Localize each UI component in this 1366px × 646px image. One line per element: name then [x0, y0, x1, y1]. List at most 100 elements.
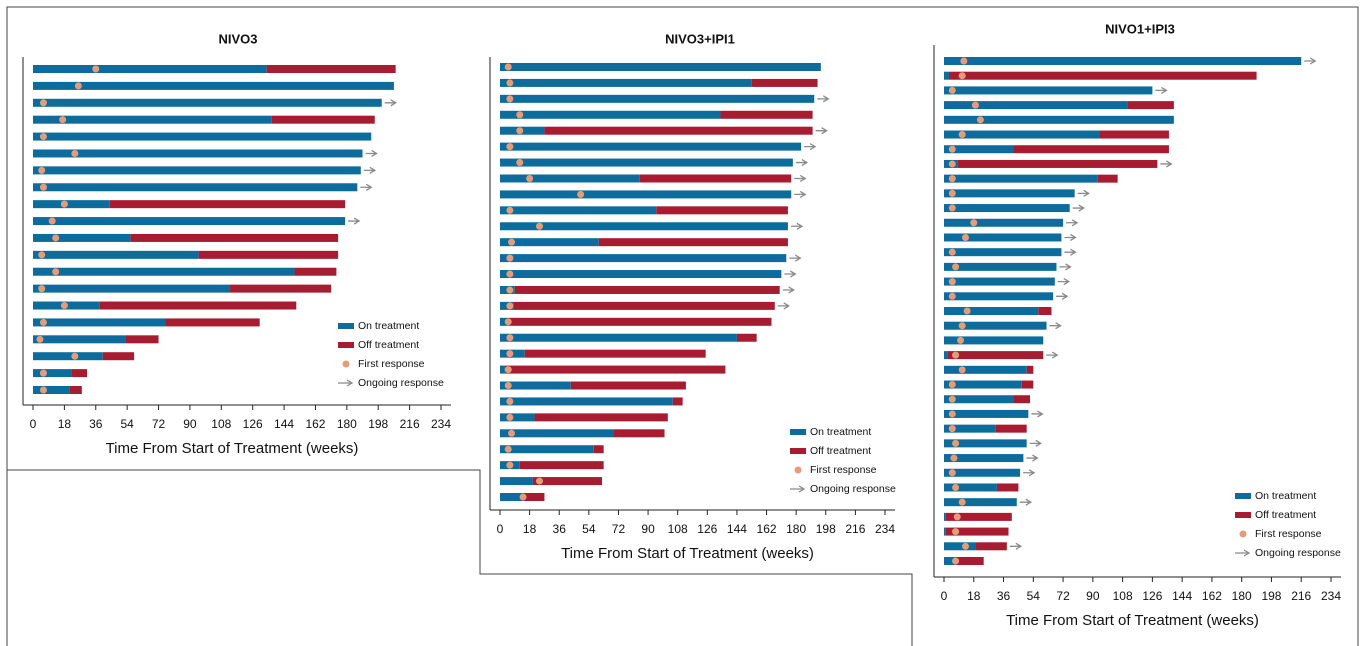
x-tick-label: 126 [697, 522, 717, 536]
first-response [504, 382, 512, 390]
legend-swatch [1235, 549, 1251, 557]
ongoing-response-arrow [1019, 498, 1033, 506]
on-treatment-bar [944, 498, 1017, 507]
first-response [506, 270, 514, 278]
first-response [952, 528, 960, 536]
legend-label: On treatment [810, 426, 871, 438]
ongoing-response-arrow [777, 302, 791, 310]
on-treatment-bar [944, 380, 1022, 389]
on-treatment-bar [944, 86, 1153, 95]
legend-label: Off treatment [1255, 509, 1316, 521]
first-response [59, 116, 67, 124]
on-treatment-bar [33, 149, 363, 158]
x-tick-label: 198 [368, 417, 388, 431]
off-treatment-bar [1097, 174, 1118, 183]
x-tick-label: 72 [612, 522, 626, 536]
off-treatment-bar [945, 527, 1009, 536]
first-response [506, 350, 514, 358]
legend-label: On treatment [358, 320, 419, 332]
off-treatment-bar [945, 512, 1012, 521]
on-treatment-bar [944, 409, 1029, 418]
first-response [74, 82, 82, 90]
on-treatment-bar [33, 65, 267, 73]
legend-label: On treatment [1255, 490, 1316, 502]
on-treatment-bar [944, 512, 946, 521]
on-treatment-bar [500, 333, 737, 342]
x-tick-label: 90 [1086, 589, 1100, 603]
first-response [92, 65, 100, 73]
chart-title: NIVO3 [218, 31, 257, 46]
legend-label: Ongoing response [1255, 547, 1341, 559]
ongoing-response-arrow [1029, 439, 1042, 447]
x-tick-label: 144 [274, 417, 294, 431]
first-response [958, 498, 966, 506]
on-treatment-bar [944, 130, 1100, 139]
ongoing-response-arrow [784, 270, 797, 278]
legend-swatch [1239, 530, 1247, 538]
ongoing-response-arrow [1023, 469, 1036, 477]
first-response [516, 111, 524, 119]
first-response [953, 513, 961, 521]
x-axis-label: Time From Start of Treatment (weeks) [106, 440, 359, 457]
first-response [504, 318, 512, 326]
x-tick-label: 162 [757, 522, 777, 536]
x-tick-label: 90 [641, 522, 655, 536]
first-response [506, 286, 514, 294]
first-response [508, 238, 516, 246]
on-treatment-bar [944, 395, 1014, 404]
off-treatment-bar [519, 461, 604, 470]
legend-swatch [794, 466, 802, 474]
on-treatment-bar [33, 352, 103, 361]
off-treatment-bar [508, 317, 772, 326]
first-response [71, 149, 79, 157]
first-response [504, 445, 512, 453]
legend-label: First response [358, 358, 425, 370]
first-response [958, 366, 966, 374]
on-treatment-bar [944, 248, 1062, 257]
off-treatment-bar [1013, 395, 1030, 404]
first-response [960, 57, 968, 65]
legend-swatch [338, 323, 354, 329]
x-tick-label: 18 [58, 417, 72, 431]
ongoing-response-arrow [789, 254, 802, 262]
x-tick-label: 72 [152, 417, 166, 431]
first-response [39, 318, 47, 326]
x-tick-label: 126 [1142, 589, 1162, 603]
ongoing-response-arrow [1031, 410, 1044, 418]
first-response [39, 133, 47, 141]
off-treatment-bar [1099, 130, 1169, 139]
off-treatment-bar [271, 115, 375, 124]
off-treatment-bar [948, 71, 1257, 80]
first-response [506, 79, 514, 87]
off-treatment-bar [266, 65, 396, 73]
x-tick-label: 180 [786, 522, 806, 536]
first-response [958, 131, 966, 139]
on-treatment-bar [944, 101, 1128, 110]
off-treatment-bar [230, 284, 332, 293]
first-response [52, 234, 60, 242]
first-response [38, 166, 46, 174]
on-treatment-bar [500, 222, 788, 231]
ongoing-response-arrow [1056, 292, 1069, 300]
first-response [948, 204, 956, 212]
on-treatment-bar [944, 233, 1062, 242]
on-treatment-bar [944, 71, 949, 80]
first-response [962, 542, 969, 550]
off-treatment-bar [69, 386, 82, 394]
ongoing-response-arrow [1155, 86, 1168, 94]
on-treatment-bar [500, 110, 721, 119]
first-response [506, 95, 514, 103]
on-treatment-bar [944, 365, 1027, 374]
x-tick-label: 180 [337, 417, 357, 431]
on-treatment-bar [500, 445, 594, 454]
x-tick-label: 126 [243, 417, 263, 431]
ongoing-response-arrow [790, 222, 804, 230]
ongoing-response-arrow [360, 183, 373, 191]
ongoing-response-arrow [1046, 351, 1059, 359]
first-response [948, 248, 956, 256]
ongoing-response-arrow [795, 158, 809, 167]
first-response [48, 217, 56, 225]
off-treatment-bar [534, 413, 668, 422]
first-response [948, 292, 956, 300]
on-treatment-bar [33, 166, 361, 175]
